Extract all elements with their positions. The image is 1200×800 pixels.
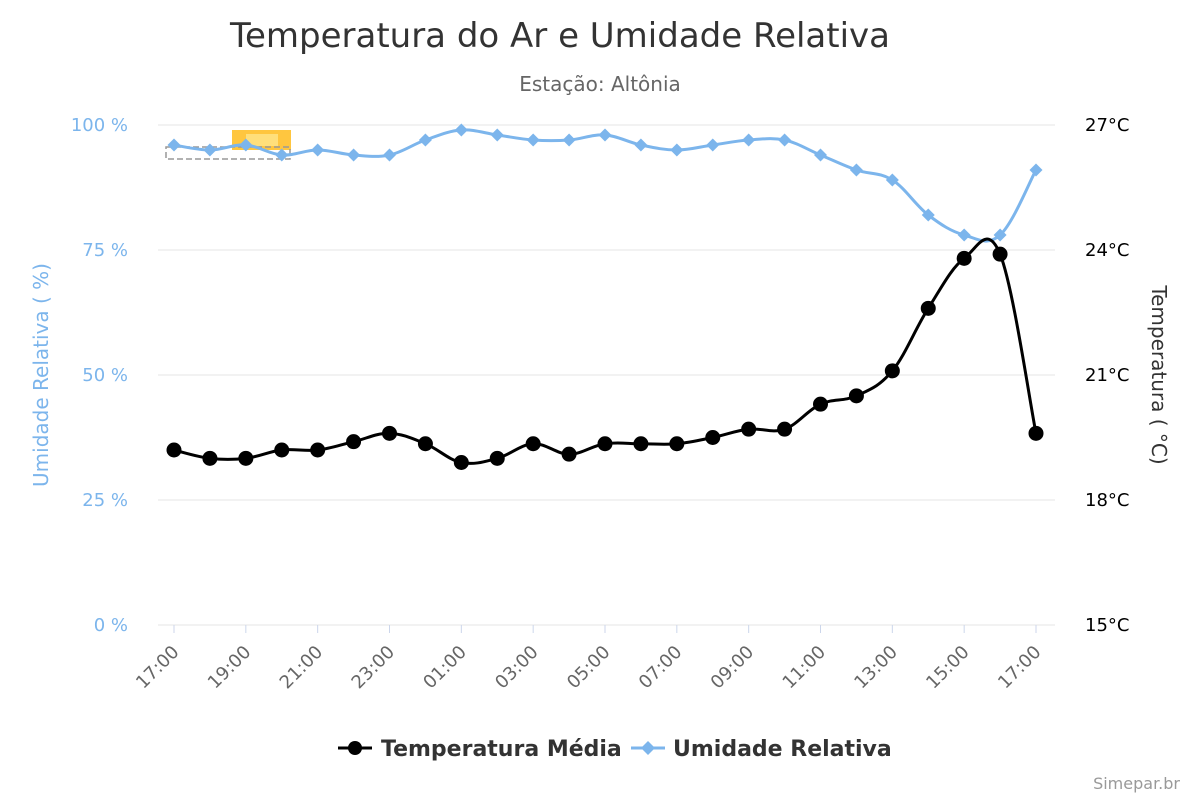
umidade-point[interactable] bbox=[957, 228, 971, 242]
series-layer bbox=[166, 123, 1044, 470]
temperatura-point[interactable] bbox=[238, 450, 254, 466]
left-tick-label: 50 % bbox=[82, 365, 128, 386]
temperatura-point[interactable] bbox=[274, 442, 290, 458]
temperatura-point[interactable] bbox=[992, 246, 1008, 262]
temperatura-point[interactable] bbox=[956, 250, 972, 266]
umidade-point[interactable] bbox=[885, 173, 899, 187]
umidade-point[interactable] bbox=[562, 133, 576, 147]
left-tick-label: 0 % bbox=[94, 615, 128, 636]
series-temperatura bbox=[166, 237, 1044, 470]
x-tick-label: 07:00 bbox=[635, 642, 687, 694]
umidade-point[interactable] bbox=[598, 128, 612, 142]
x-tick-label: 11:00 bbox=[779, 642, 831, 694]
x-tick-label: 13:00 bbox=[850, 642, 902, 694]
umidade-point[interactable] bbox=[347, 148, 361, 162]
legend-item-umidade[interactable]: Umidade Relativa bbox=[631, 737, 892, 762]
temperatura-point[interactable] bbox=[310, 442, 326, 458]
x-tick-label: 21:00 bbox=[276, 642, 328, 694]
umidade-point[interactable] bbox=[921, 208, 935, 222]
left-axis-title: Umidade Relativa ( %) bbox=[29, 263, 53, 487]
temperatura-point[interactable] bbox=[382, 425, 397, 441]
umidade-line bbox=[173, 128, 1038, 243]
chart-subtitle: Estação: Altônia bbox=[519, 72, 681, 96]
legend-label-temperatura: Temperatura Média bbox=[381, 737, 622, 762]
temperatura-point[interactable] bbox=[669, 436, 685, 452]
right-axis-ticks: 15°C 18°C 21°C 24°C 27°C bbox=[1085, 115, 1129, 636]
temperatura-point[interactable] bbox=[453, 455, 469, 470]
x-tick-label: 03:00 bbox=[491, 642, 543, 694]
right-tick-label: 18°C bbox=[1085, 490, 1129, 511]
temperatura-point[interactable] bbox=[417, 436, 433, 452]
right-axis-title: Temperatura ( °C) bbox=[1147, 284, 1171, 464]
umidade-point[interactable] bbox=[167, 138, 181, 152]
left-tick-label: 25 % bbox=[82, 490, 128, 511]
temperatura-point[interactable] bbox=[813, 396, 828, 412]
right-tick-label: 15°C bbox=[1085, 615, 1129, 636]
umidade-point[interactable] bbox=[275, 148, 289, 162]
umidade-point[interactable] bbox=[670, 143, 684, 157]
left-tick-label: 100 % bbox=[71, 115, 128, 136]
temperatura-point[interactable] bbox=[848, 388, 864, 404]
temperatura-point[interactable] bbox=[633, 436, 649, 452]
temperatura-line bbox=[173, 237, 1038, 465]
x-axis-ticks: 17:00 19:00 21:00 23:00 01:00 03:00 05:00 07:00… bbox=[132, 625, 1046, 693]
right-tick-label: 27°C bbox=[1085, 115, 1129, 136]
grid-lines bbox=[158, 124, 1055, 626]
x-tick-label: 17:00 bbox=[132, 642, 184, 694]
umidade-point[interactable] bbox=[418, 133, 432, 147]
x-tick-label: 09:00 bbox=[707, 642, 759, 694]
x-tick-label: 05:00 bbox=[563, 642, 615, 694]
chart-title: Temperatura do Ar e Umidade Relativa bbox=[229, 16, 890, 56]
umidade-point[interactable] bbox=[239, 138, 253, 152]
temperatura-point[interactable] bbox=[202, 450, 218, 466]
umidade-point[interactable] bbox=[311, 143, 325, 157]
credit[interactable]: Simepar.br bbox=[1093, 774, 1180, 793]
umidade-point[interactable] bbox=[849, 163, 863, 177]
simepar-logo bbox=[165, 130, 291, 160]
temperatura-point[interactable] bbox=[597, 436, 613, 452]
legend-item-temperatura[interactable]: Temperatura Média bbox=[338, 737, 622, 762]
legend: Temperatura Média Umidade Relativa bbox=[338, 737, 892, 762]
temperatura-point[interactable] bbox=[920, 300, 936, 316]
x-tick-label: 23:00 bbox=[348, 642, 400, 694]
temperatura-point[interactable] bbox=[1028, 425, 1044, 441]
umidade-point[interactable] bbox=[1029, 163, 1043, 177]
temperatura-point[interactable] bbox=[166, 442, 182, 458]
umidade-point[interactable] bbox=[383, 148, 396, 162]
legend-label-umidade: Umidade Relativa bbox=[673, 737, 892, 762]
left-axis-ticks: 0 % 25 % 50 % 75 % 100 % bbox=[71, 115, 128, 636]
right-tick-label: 21°C bbox=[1085, 365, 1129, 386]
umidade-point[interactable] bbox=[526, 133, 540, 147]
temperatura-point[interactable] bbox=[705, 430, 721, 445]
left-tick-label: 75 % bbox=[82, 240, 128, 261]
umidade-point[interactable] bbox=[490, 128, 504, 142]
x-tick-label: 01:00 bbox=[419, 642, 471, 694]
temperatura-point[interactable] bbox=[741, 421, 757, 437]
umidade-point[interactable] bbox=[742, 133, 756, 147]
umidade-point[interactable] bbox=[203, 143, 217, 157]
temperatura-point[interactable] bbox=[884, 363, 900, 379]
temperatura-point[interactable] bbox=[346, 434, 362, 450]
series-umidade bbox=[167, 123, 1043, 243]
x-tick-label: 17:00 bbox=[994, 642, 1046, 694]
x-tick-label: 15:00 bbox=[922, 642, 974, 694]
umidade-point[interactable] bbox=[778, 133, 792, 147]
umidade-point[interactable] bbox=[634, 138, 648, 152]
temperatura-point[interactable] bbox=[777, 421, 793, 437]
umidade-point[interactable] bbox=[993, 228, 1007, 242]
umidade-point[interactable] bbox=[706, 138, 720, 152]
right-tick-label: 24°C bbox=[1085, 240, 1129, 261]
temperatura-point[interactable] bbox=[489, 450, 505, 466]
temperatura-point[interactable] bbox=[525, 436, 541, 452]
x-tick-label: 19:00 bbox=[204, 642, 256, 694]
umidade-point[interactable] bbox=[814, 148, 827, 162]
temperatura-point[interactable] bbox=[561, 446, 577, 462]
umidade-point[interactable] bbox=[454, 123, 468, 137]
